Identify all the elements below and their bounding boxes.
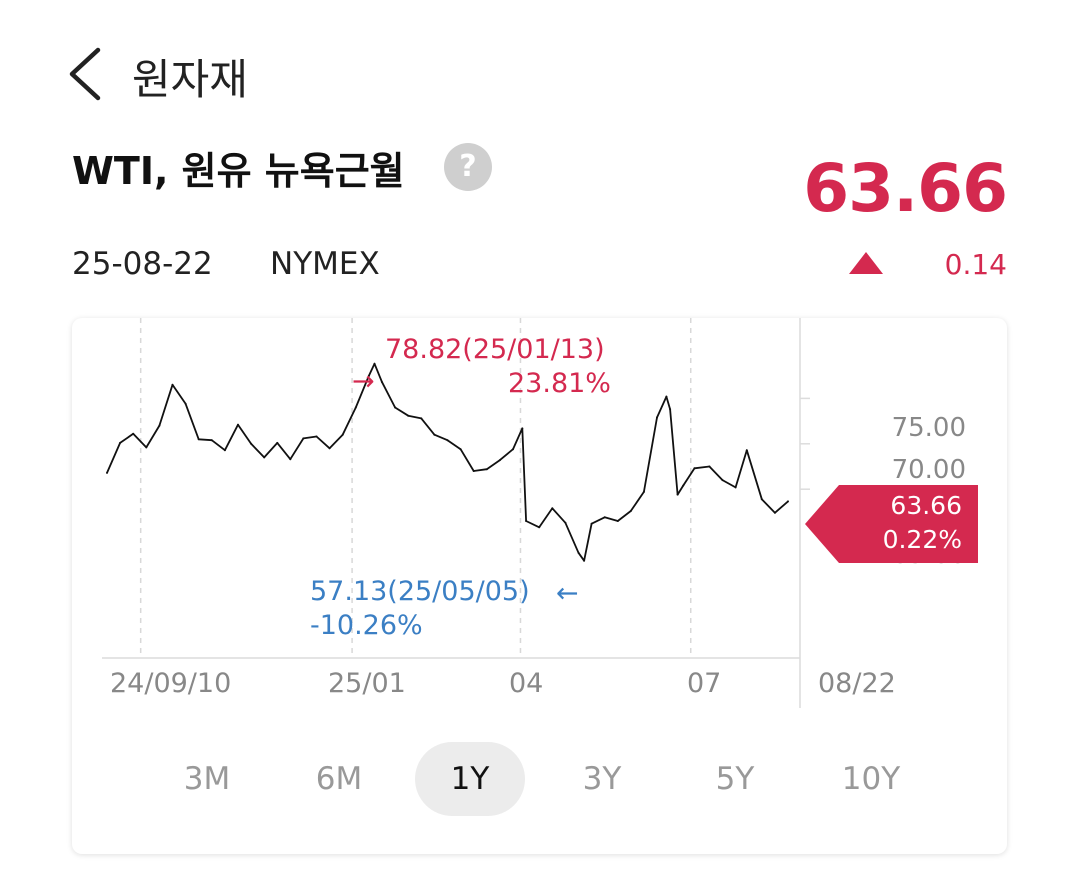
data-point — [629, 510, 632, 512]
data-point — [603, 516, 606, 519]
data-point — [577, 551, 580, 554]
data-point — [197, 438, 200, 441]
data-point — [433, 433, 436, 436]
price-change: 0.14 — [944, 248, 1007, 281]
data-point — [734, 486, 737, 489]
high-annotation-value: 78.82(25/01/13) — [385, 334, 605, 365]
badge-price: 63.66 — [890, 491, 962, 520]
back-button[interactable] — [62, 44, 112, 104]
low-annotation-value: 57.13(25/05/05) — [310, 576, 530, 607]
badge-percent: 0.22% — [882, 525, 962, 554]
data-point — [394, 406, 397, 409]
data-point — [551, 507, 554, 510]
x-tick-label: 04 — [509, 668, 544, 699]
data-point — [682, 484, 685, 487]
data-point — [669, 408, 672, 411]
data-point — [538, 526, 541, 529]
data-point — [773, 511, 776, 514]
low-annotation-pct: -10.26% — [310, 610, 423, 641]
data-point — [184, 402, 187, 405]
data-point — [315, 435, 318, 438]
data-point — [373, 362, 376, 365]
data-point — [171, 383, 174, 386]
price-chart[interactable] — [72, 318, 1007, 718]
data-point — [459, 448, 462, 451]
data-point — [583, 559, 586, 562]
current-price: 63.66 — [803, 150, 1008, 227]
series-line — [106, 362, 789, 562]
high-annotation-pct: 23.81% — [508, 368, 611, 399]
y-tick-label: 75.00 — [891, 413, 966, 443]
data-point — [521, 427, 524, 430]
data-point — [302, 437, 305, 440]
quote-date: 25-08-22 — [72, 246, 213, 282]
tab-3m[interactable]: 3M — [183, 761, 231, 797]
data-point — [237, 423, 239, 426]
asset-name: WTI, 원유 뉴욕근월 — [72, 149, 405, 193]
data-point — [367, 374, 370, 377]
data-point — [106, 471, 108, 474]
data-point — [328, 447, 331, 450]
data-point — [656, 416, 658, 419]
data-point — [485, 468, 488, 471]
data-point — [676, 493, 679, 496]
data-point — [745, 449, 748, 452]
help-icon[interactable]: ? — [444, 143, 492, 191]
x-tick-label: 07 — [687, 668, 722, 699]
arrow-left-icon: ← — [556, 578, 579, 609]
chevron-left-icon — [69, 47, 101, 101]
arrow-right-icon: → — [352, 366, 375, 397]
data-point — [708, 465, 711, 468]
data-point — [590, 522, 593, 525]
data-point — [693, 467, 696, 470]
data-point — [289, 458, 292, 461]
data-point — [642, 490, 645, 493]
data-point — [420, 417, 423, 420]
data-point — [341, 433, 344, 436]
data-point — [210, 439, 213, 442]
data-point — [472, 470, 475, 472]
data-point — [132, 432, 135, 435]
data-point — [381, 381, 383, 384]
data-point — [446, 439, 449, 442]
tab-5y[interactable]: 5Y — [715, 761, 755, 797]
exchange-name: NYMEX — [270, 246, 380, 282]
data-point — [263, 456, 266, 459]
data-point — [721, 479, 724, 482]
data-point — [760, 498, 763, 501]
data-point — [276, 441, 279, 444]
tab-10y[interactable]: 10Y — [841, 761, 901, 797]
y-tick-label: 70.00 — [891, 455, 966, 485]
data-point — [564, 521, 567, 524]
data-point — [407, 414, 410, 417]
up-triangle-icon — [849, 252, 883, 274]
data-point — [354, 406, 357, 409]
x-tick-label: 24/09/10 — [110, 668, 232, 699]
data-point — [119, 441, 122, 444]
data-point — [223, 449, 226, 452]
tab-6m[interactable]: 6M — [315, 761, 363, 797]
data-point — [498, 459, 501, 462]
data-point — [512, 448, 514, 451]
data-point — [250, 442, 253, 445]
data-point — [145, 446, 148, 449]
tab-3y[interactable]: 3Y — [582, 761, 622, 797]
current-price-badge: 63.66 0.22% — [805, 485, 978, 563]
chart-card: 78.82(25/01/13) 23.81% → 57.13(25/05/05)… — [72, 318, 1007, 854]
data-point — [665, 395, 668, 398]
x-tick-label: 25/01 — [328, 668, 406, 699]
data-point — [787, 500, 789, 503]
data-point — [525, 520, 528, 522]
page-title: 원자재 — [132, 55, 248, 104]
tab-1y[interactable]: 1Y — [415, 742, 525, 816]
x-tick-label: 08/22 — [818, 668, 896, 699]
data-point — [616, 520, 619, 522]
data-point — [158, 424, 161, 427]
